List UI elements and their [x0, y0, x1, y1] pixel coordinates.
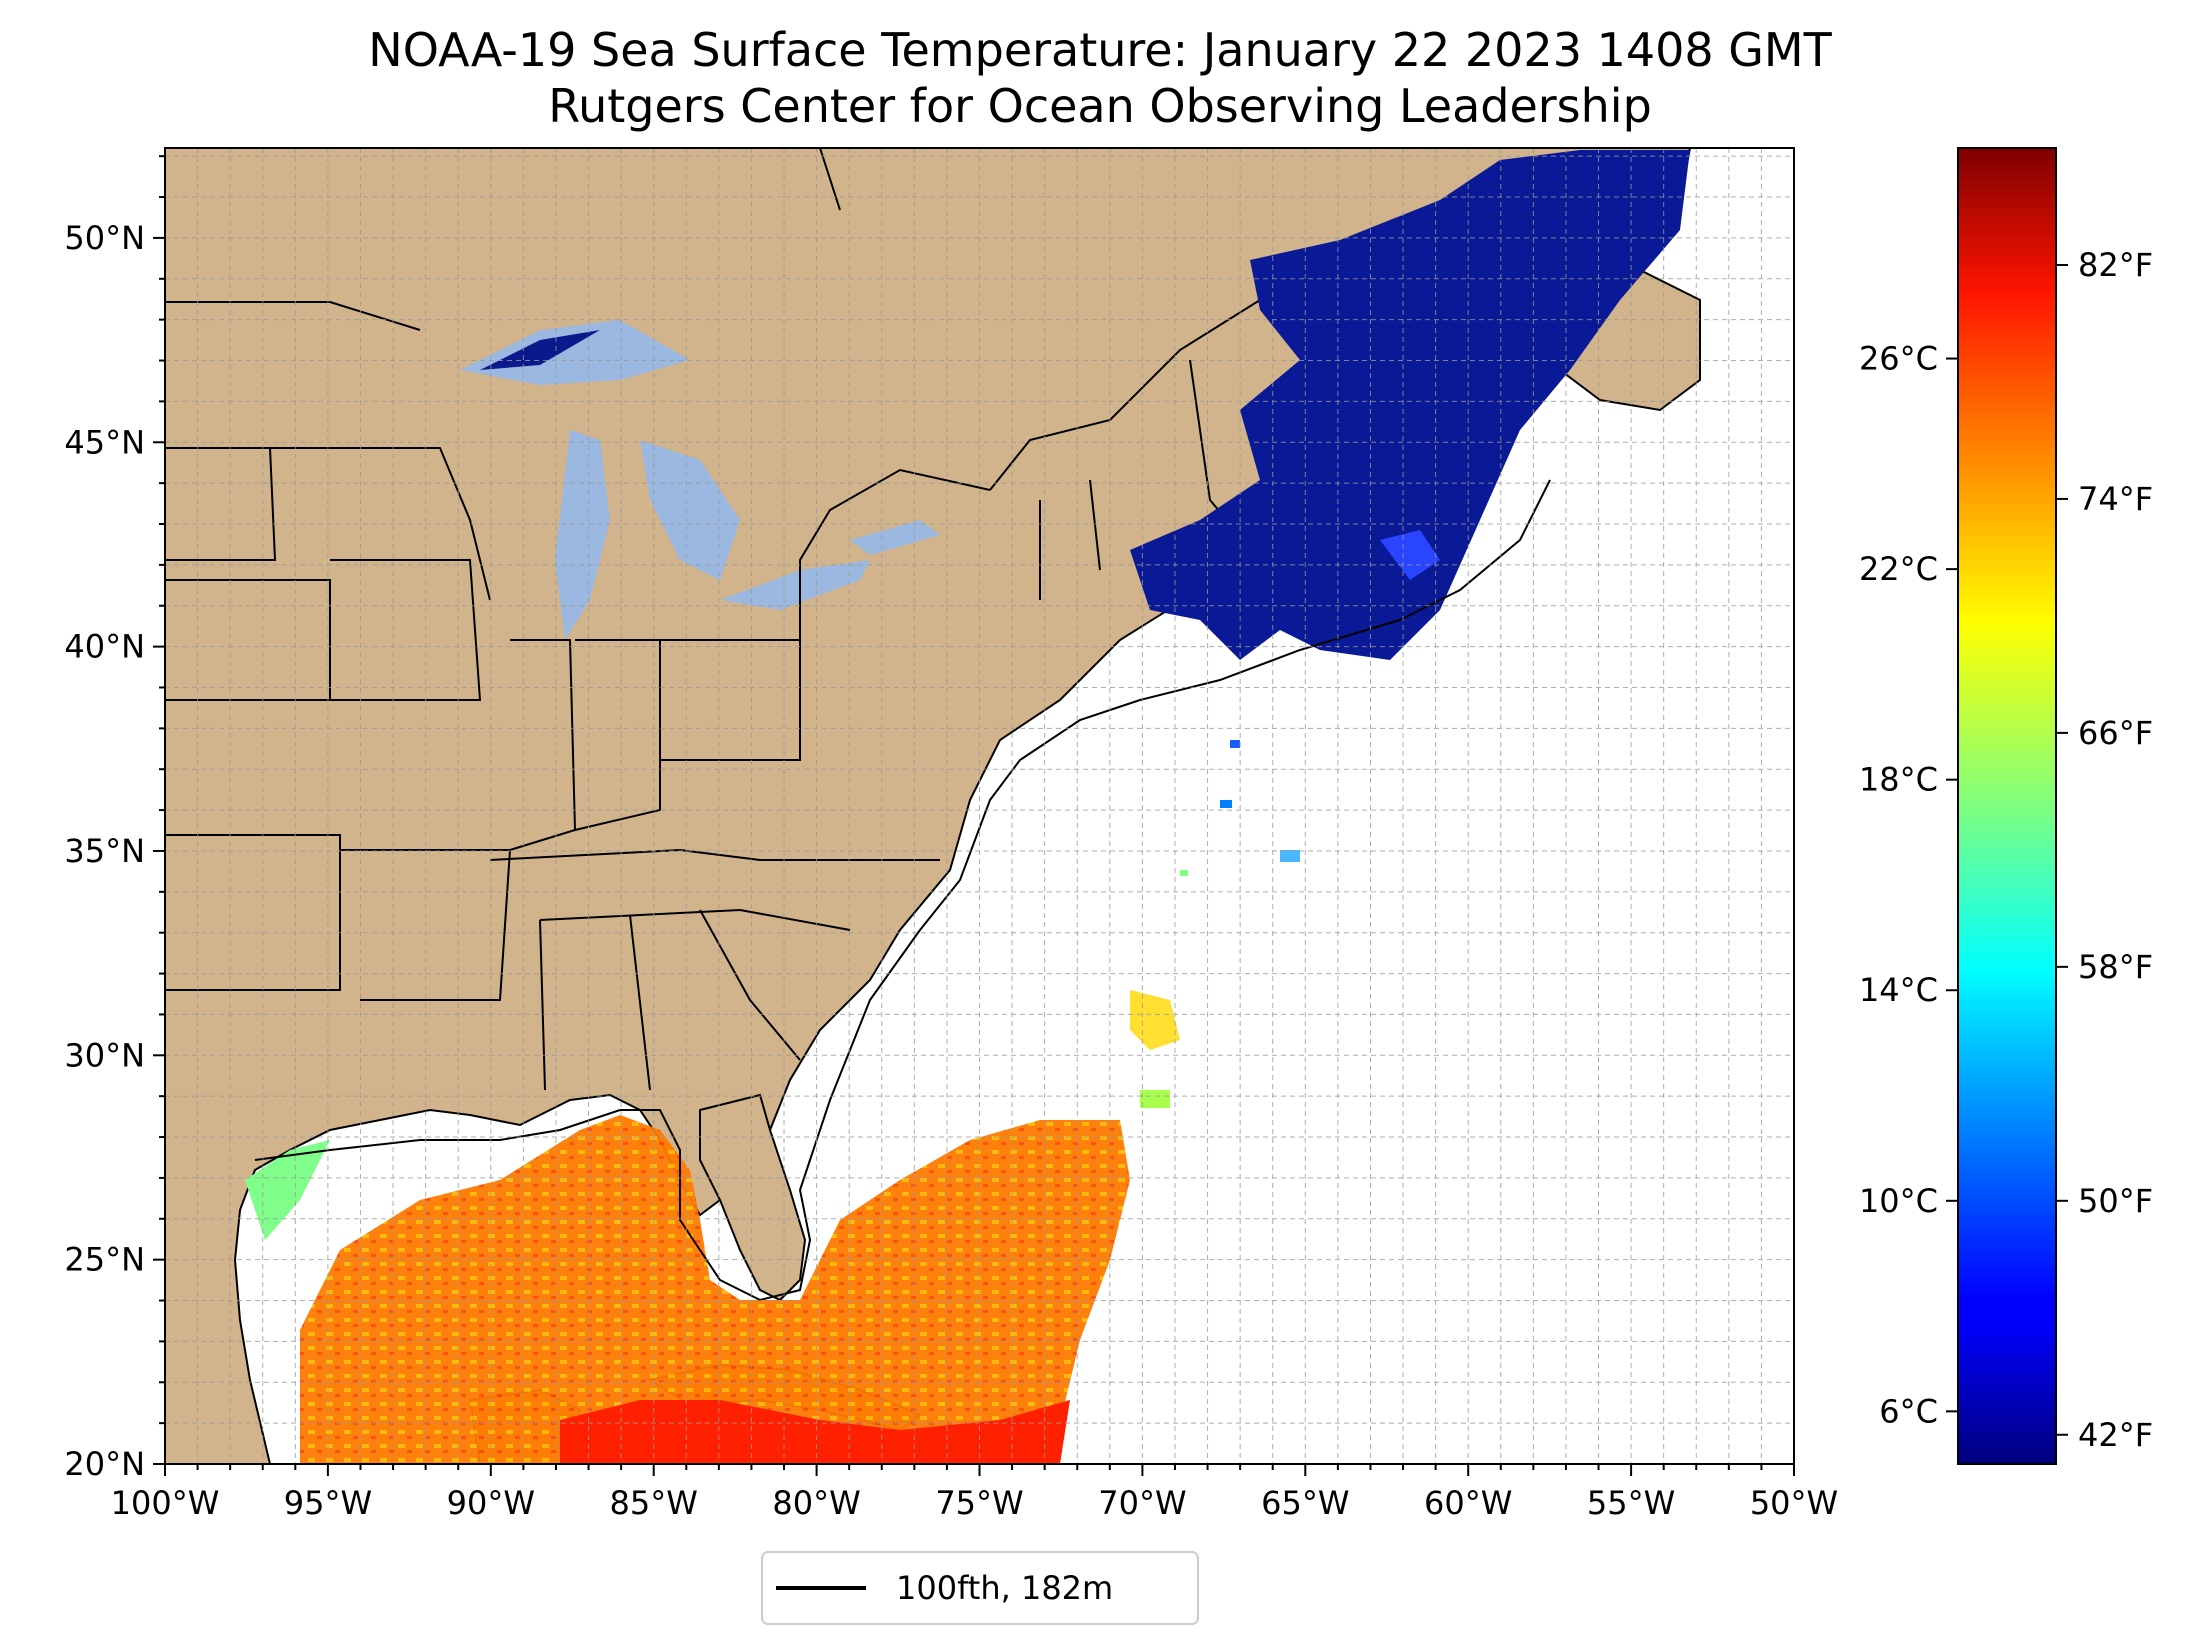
x-tick-label: 80°W [772, 1484, 860, 1522]
x-tick-label: 65°W [1261, 1484, 1349, 1522]
colorbar: 6°C 10°C 14°C 18°C 22°C 26°C 42°F 50°F 58°F 66°F… [1859, 147, 2153, 1465]
colorbar-celsius-tick-label: 26°C [1859, 340, 1938, 378]
colorbar-fahrenheit-tick-label: 74°F [2078, 480, 2153, 518]
lake-superior [460, 320, 690, 385]
colorbar-fahrenheit-tick-label: 50°F [2078, 1182, 2153, 1220]
florida-land [699, 1093, 807, 1302]
sst-gulf-warm [300, 1115, 1130, 1464]
colorbar-fahrenheit-ticks: 42°F 50°F 58°F 66°F 74°F 82°F [2056, 246, 2153, 1454]
gridlines [165, 148, 1794, 1464]
y-tick-label: 45°N [64, 423, 145, 461]
y-tick-label: 25°N [64, 1241, 145, 1279]
map-area [165, 148, 1794, 1464]
x-tick-label: 50°W [1750, 1484, 1838, 1522]
x-tick-label: 55°W [1587, 1484, 1675, 1522]
x-tick-label: 75°W [935, 1484, 1023, 1522]
great-lakes [460, 320, 940, 640]
map-title-line1: NOAA-19 Sea Surface Temperature: January… [368, 23, 1832, 77]
x-tick-label: 85°W [610, 1484, 698, 1522]
sst-cold-northeast [1130, 150, 1690, 660]
colorbar-celsius-tick-label: 22°C [1859, 550, 1938, 588]
colorbar-fahrenheit-tick-label: 82°F [2078, 246, 2153, 284]
isobath-100fth [254, 479, 1551, 1302]
y-tick-label: 40°N [64, 628, 145, 666]
y-tick-label: 30°N [64, 1036, 145, 1074]
sst-texas-coast [245, 1140, 330, 1240]
sst-caribbean-hot [560, 1400, 1070, 1464]
colorbar-fahrenheit-tick-label: 42°F [2078, 1416, 2153, 1454]
y-tick-label: 20°N [64, 1445, 145, 1483]
legend-label: 100fth, 182m [896, 1569, 1113, 1607]
y-tick-label: 35°N [64, 832, 145, 870]
lake-erie [720, 560, 870, 610]
lake-michigan [555, 430, 610, 640]
colorbar-fahrenheit-tick-label: 66°F [2078, 714, 2153, 752]
lake-superior-cold [480, 330, 600, 370]
colorbar-gradient [1957, 147, 2057, 1465]
legend-box [761, 1551, 1199, 1625]
lake-huron [640, 440, 740, 580]
x-tick-label: 90°W [447, 1484, 535, 1522]
lake-ontario [850, 520, 940, 555]
colorbar-celsius-tick-label: 10°C [1859, 1182, 1938, 1220]
y-axis: 20°N 25°N 30°N 35°N 40°N 45°N 50°N [64, 155, 165, 1483]
legend: 100fth, 182m [761, 1551, 1199, 1625]
sst-cold-spot [1380, 530, 1440, 580]
x-tick-label: 60°W [1424, 1484, 1512, 1522]
colorbar-celsius-tick-label: 18°C [1859, 761, 1938, 799]
colorbar-fahrenheit-tick-label: 58°F [2078, 948, 2153, 986]
x-tick-label: 70°W [1098, 1484, 1186, 1522]
colorbar-celsius-ticks: 6°C 10°C 14°C 18°C 22°C 26°C [1859, 340, 1958, 1430]
colorbar-celsius-tick-label: 14°C [1859, 971, 1938, 1009]
sst-scattered-pixels [1140, 740, 1300, 1108]
x-tick-label: 95°W [284, 1484, 372, 1522]
colorbar-celsius-tick-label: 6°C [1879, 1392, 1938, 1430]
x-tick-label: 100°W [111, 1484, 220, 1522]
map-title-line2: Rutgers Center for Ocean Observing Leade… [548, 79, 1652, 133]
political-borders [165, 148, 1261, 1091]
x-axis: 100°W 95°W 90°W 85°W 80°W 75°W 70°W 65°W 60°W 55°… [111, 1464, 1838, 1522]
y-tick-label: 50°N [64, 219, 145, 257]
